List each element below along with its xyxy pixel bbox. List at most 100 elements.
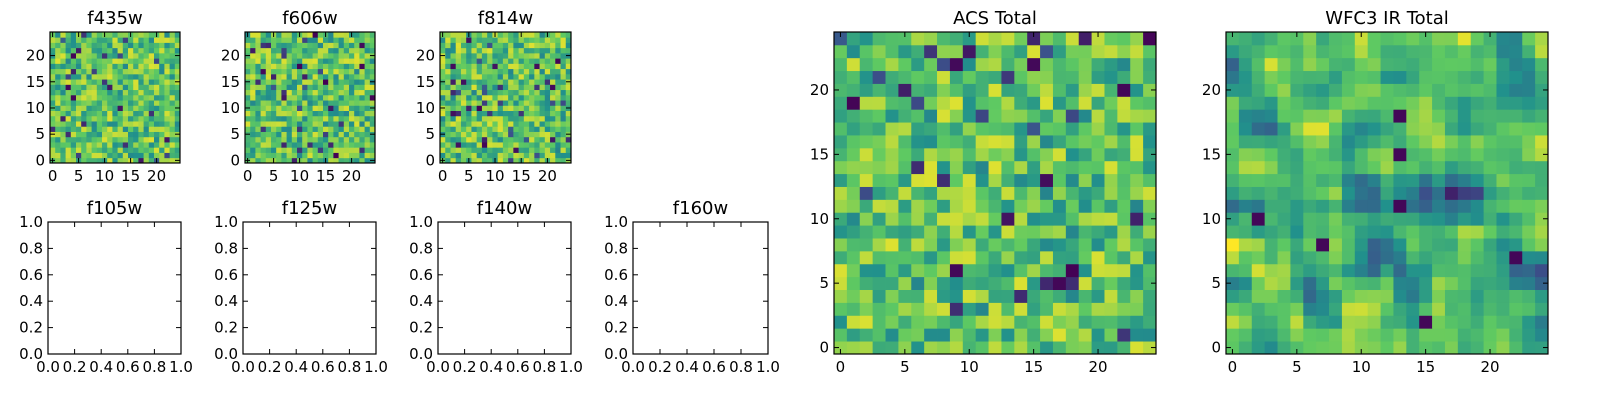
- heatmap-cell: [297, 42, 303, 49]
- heatmap-cell: [1303, 212, 1317, 226]
- heatmap-cell: [1457, 328, 1472, 342]
- heatmap-cell: [445, 94, 451, 101]
- heatmap-cell: [260, 42, 267, 49]
- panel-title: f435w: [87, 8, 142, 29]
- heatmap-cell: [338, 157, 345, 164]
- heatmap-cell: [1380, 186, 1394, 200]
- heatmap-cell: [523, 32, 530, 38]
- heatmap-cell: [1535, 238, 1549, 252]
- heatmap-cell: [65, 79, 72, 85]
- heatmap-cell: [550, 89, 556, 96]
- heatmap-cell: [159, 105, 165, 111]
- heatmap-cell: [1470, 160, 1484, 175]
- heatmap-cell: [949, 315, 964, 329]
- heatmap-cell: [148, 63, 155, 70]
- heatmap-cell: [481, 68, 488, 75]
- heatmap-cell: [338, 94, 345, 101]
- heatmap-cell: [481, 105, 488, 111]
- heatmap-cell: [846, 263, 861, 278]
- heatmap-cell: [81, 142, 87, 148]
- heatmap-cell: [565, 94, 572, 101]
- heatmap-cell: [323, 94, 329, 101]
- heatmap-cell: [846, 70, 861, 84]
- heatmap-cell: [1316, 315, 1330, 329]
- heatmap-cell: [492, 52, 499, 59]
- heatmap-cell: [872, 302, 886, 316]
- heatmap-cell: [988, 302, 1002, 316]
- heatmap-cell: [988, 186, 1002, 200]
- heatmap-cell: [859, 96, 874, 110]
- heatmap-cell: [513, 147, 519, 153]
- heatmap-cell: [281, 68, 287, 75]
- heatmap-cell: [86, 115, 92, 122]
- heatmap-cell: [560, 58, 567, 64]
- heatmap-cell: [555, 79, 561, 85]
- heatmap-cell: [154, 42, 160, 49]
- heatmap-cell: [859, 160, 874, 175]
- heatmap-cell: [349, 89, 355, 96]
- heatmap-cell: [333, 126, 339, 132]
- heatmap-cell: [1329, 83, 1343, 97]
- heatmap-cell: [323, 121, 329, 127]
- heatmap-cell: [846, 83, 861, 97]
- heatmap-cell: [460, 42, 467, 49]
- heatmap-cell: [1419, 70, 1433, 84]
- heatmap-cell: [450, 63, 457, 70]
- heatmap-cell: [102, 105, 108, 111]
- heatmap-cell: [523, 73, 530, 80]
- heatmap-cell: [1329, 122, 1343, 136]
- heatmap-cell: [349, 37, 355, 43]
- heatmap-cell: [1104, 70, 1118, 84]
- heatmap-cell: [1040, 263, 1054, 278]
- heatmap-cell: [502, 68, 509, 75]
- heatmap-cell: [1509, 173, 1523, 187]
- heatmap-cell: [1470, 289, 1484, 303]
- heatmap-cell: [937, 212, 951, 226]
- heatmap-cell: [86, 89, 92, 96]
- heatmap-cell: [924, 302, 938, 316]
- heatmap-cell: [1104, 199, 1118, 213]
- heatmap-cell: [872, 186, 886, 200]
- heatmap-cell: [1104, 173, 1118, 187]
- heatmap-cell: [60, 126, 66, 132]
- heatmap-cell: [96, 37, 103, 43]
- heatmap-cell: [1277, 186, 1291, 200]
- heatmap-cell: [1078, 96, 1092, 110]
- heatmap-cell: [1329, 135, 1343, 149]
- heatmap-cell: [1264, 32, 1278, 46]
- heatmap-cell: [91, 84, 98, 91]
- heatmap-cell: [297, 152, 303, 159]
- heatmap-cell: [297, 131, 303, 138]
- heatmap-cell: [544, 73, 551, 80]
- heatmap-cell: [1535, 276, 1549, 290]
- heatmap-cell: [508, 84, 514, 91]
- heatmap-cell: [328, 136, 334, 143]
- heatmap-cell: [307, 131, 313, 138]
- heatmap-cell: [143, 121, 150, 127]
- heatmap-cell: [122, 73, 129, 80]
- heatmap-cell: [523, 84, 530, 91]
- heatmap-cell: [55, 105, 61, 111]
- heatmap-cell: [164, 68, 170, 75]
- heatmap-cell: [60, 152, 66, 159]
- heatmap-cell: [481, 42, 488, 49]
- heatmap-cell: [1130, 122, 1144, 136]
- heatmap-cell: [369, 58, 376, 64]
- heatmap-cell: [276, 115, 282, 122]
- heatmap-cell: [1380, 289, 1394, 303]
- heatmap-cell: [1432, 160, 1446, 175]
- y-tick-label: 0.2: [409, 319, 433, 337]
- heatmap-cell: [497, 105, 504, 111]
- heatmap-cell: [497, 63, 504, 70]
- x-tick-label: 1.0: [364, 358, 388, 376]
- heatmap-cell: [1014, 238, 1028, 252]
- heatmap-cell: [885, 250, 899, 265]
- heatmap-cell: [1027, 83, 1041, 97]
- heatmap-cell: [1143, 135, 1157, 149]
- heatmap-cell: [91, 58, 98, 64]
- heatmap-cell: [164, 157, 170, 164]
- heatmap-cell: [369, 147, 376, 153]
- heatmap-cell: [70, 115, 77, 122]
- heatmap-cell: [1380, 44, 1394, 59]
- heatmap-cell: [885, 173, 899, 187]
